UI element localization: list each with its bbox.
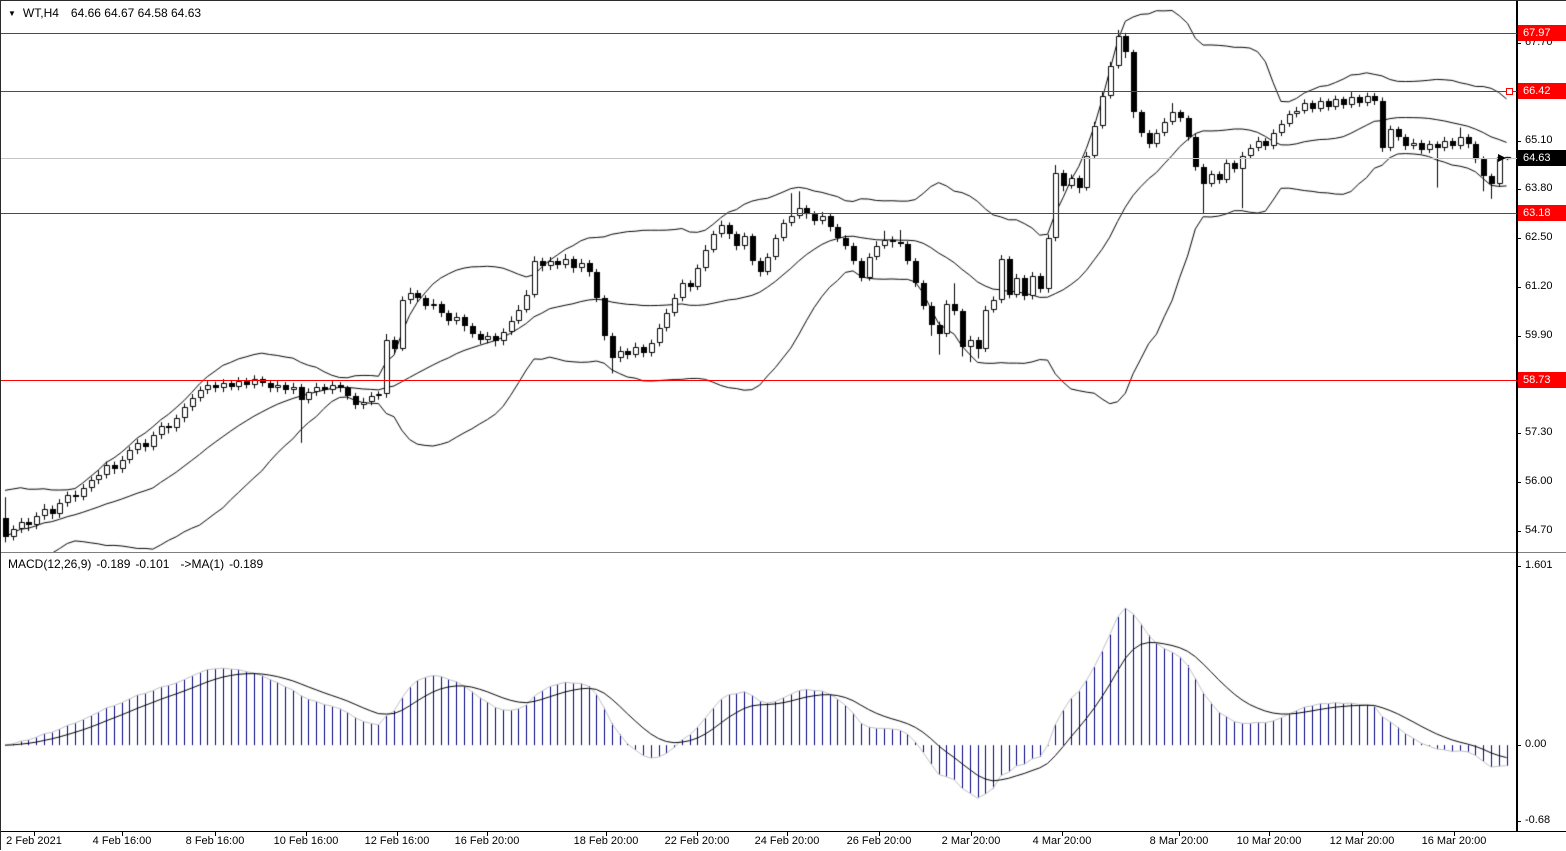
time-axis-label: 10 Mar 20:00	[1236, 835, 1302, 847]
macd-tick-label: -0.68	[1525, 814, 1551, 826]
time-axis-label: 2 Feb 2021	[6, 835, 62, 847]
time-tick	[606, 832, 607, 836]
macd-indicator-canvas[interactable]	[1, 554, 1517, 830]
chart-ohlc-header: ▼ WT,H4 64.66 64.67 64.58 64.63	[8, 6, 201, 20]
time-tick	[487, 832, 488, 836]
time-tick	[787, 832, 788, 836]
time-axis-label: 2 Mar 20:00	[941, 835, 1001, 847]
horizontal-price-line[interactable]	[1, 33, 1517, 34]
price-tick-label: 59.90	[1525, 329, 1553, 341]
time-axis-label: 8 Feb 16:00	[185, 835, 245, 847]
time-axis-label: 16 Feb 20:00	[454, 835, 520, 847]
horizontal-price-line[interactable]	[1, 213, 1517, 214]
price-tick	[1516, 189, 1521, 190]
price-badge: 58.73	[1518, 372, 1566, 388]
price-tick-label: 61.20	[1525, 280, 1553, 292]
macd-main-value: -0.189	[96, 557, 131, 571]
price-tick-label: 54.70	[1525, 524, 1553, 536]
panel-resize-divider[interactable]	[1, 552, 1566, 553]
price-badge: 67.97	[1518, 25, 1566, 41]
time-tick	[1454, 832, 1455, 836]
current-price-line	[1, 158, 1517, 159]
time-axis-label: 18 Feb 20:00	[573, 835, 639, 847]
time-tick	[1362, 832, 1363, 836]
macd-signal-value: -0.101	[135, 557, 170, 571]
ohlc-values: 64.66 64.67 64.58 64.63	[70, 6, 202, 20]
time-tick	[397, 832, 398, 836]
time-tick	[697, 832, 698, 836]
time-axis-label: 12 Feb 16:00	[364, 835, 430, 847]
macd-tick	[1516, 745, 1521, 746]
symbol-timeframe-label: WT,H4	[22, 6, 59, 20]
macd-ma-value: -0.189	[229, 557, 264, 571]
time-axis-label: 4 Feb 16:00	[92, 835, 152, 847]
price-tick-label: 56.00	[1525, 475, 1553, 487]
macd-tick-label: 1.601	[1525, 559, 1553, 571]
time-tick	[215, 832, 216, 836]
time-tick	[306, 832, 307, 836]
horizontal-price-line[interactable]	[1, 91, 1517, 92]
macd-scale[interactable]: 1.601 0.00 -0.68	[1516, 554, 1566, 831]
time-axis-label: 4 Mar 20:00	[1032, 835, 1092, 847]
macd-tick	[1516, 566, 1521, 567]
price-tick-label: 62.50	[1525, 231, 1553, 243]
time-tick	[1062, 832, 1063, 836]
macd-tick-label: 0.00	[1525, 738, 1547, 750]
price-tick	[1516, 141, 1521, 142]
price-scale[interactable]: 67.70 65.10 63.80 62.50 61.20 59.90 57.30 56.00…	[1516, 1, 1566, 552]
price-badge: 66.42	[1518, 83, 1566, 99]
macd-ma-name: ->MA(1)	[180, 557, 225, 571]
collapse-arrow-icon[interactable]: ▼	[8, 9, 16, 18]
price-tick	[1516, 531, 1521, 532]
price-tick-label: 63.80	[1525, 182, 1553, 194]
time-tick	[879, 832, 880, 836]
time-tick	[1269, 832, 1270, 836]
time-axis-label: 16 Mar 20:00	[1421, 835, 1487, 847]
time-axis-label: 24 Feb 20:00	[754, 835, 820, 847]
bid-price-marker-icon	[1498, 154, 1506, 162]
line-drag-handle-icon[interactable]	[1506, 88, 1513, 95]
time-axis-label: 12 Mar 20:00	[1329, 835, 1395, 847]
time-axis-label: 10 Feb 16:00	[273, 835, 339, 847]
time-scale[interactable]: 2 Feb 2021 4 Feb 16:00 8 Feb 16:00 10 Feb 1…	[1, 831, 1566, 851]
macd-name: MACD(12,26,9)	[8, 557, 92, 571]
price-tick	[1516, 43, 1521, 44]
price-tick	[1516, 336, 1521, 337]
price-tick-label: 65.10	[1525, 134, 1553, 146]
time-axis-label: 8 Mar 20:00	[1149, 835, 1209, 847]
price-tick	[1516, 482, 1521, 483]
price-scale-axis-line	[1516, 1, 1518, 831]
price-chart-canvas[interactable]	[1, 1, 1517, 552]
time-axis-label: 26 Feb 20:00	[846, 835, 912, 847]
price-tick	[1516, 433, 1521, 434]
price-tick-label: 57.30	[1525, 426, 1553, 438]
macd-indicator-header: MACD(12,26,9) -0.189 -0.101 ->MA(1) -0.189	[8, 557, 268, 571]
time-tick	[971, 832, 972, 836]
macd-tick	[1516, 821, 1521, 822]
price-badge: 63.18	[1518, 205, 1566, 221]
time-tick	[34, 832, 35, 836]
price-tick	[1516, 287, 1521, 288]
horizontal-price-line[interactable]	[1, 380, 1517, 381]
price-tick	[1516, 238, 1521, 239]
price-badge: 64.63	[1518, 150, 1566, 166]
time-tick	[122, 832, 123, 836]
time-axis-label: 22 Feb 20:00	[664, 835, 730, 847]
time-tick	[1179, 832, 1180, 836]
